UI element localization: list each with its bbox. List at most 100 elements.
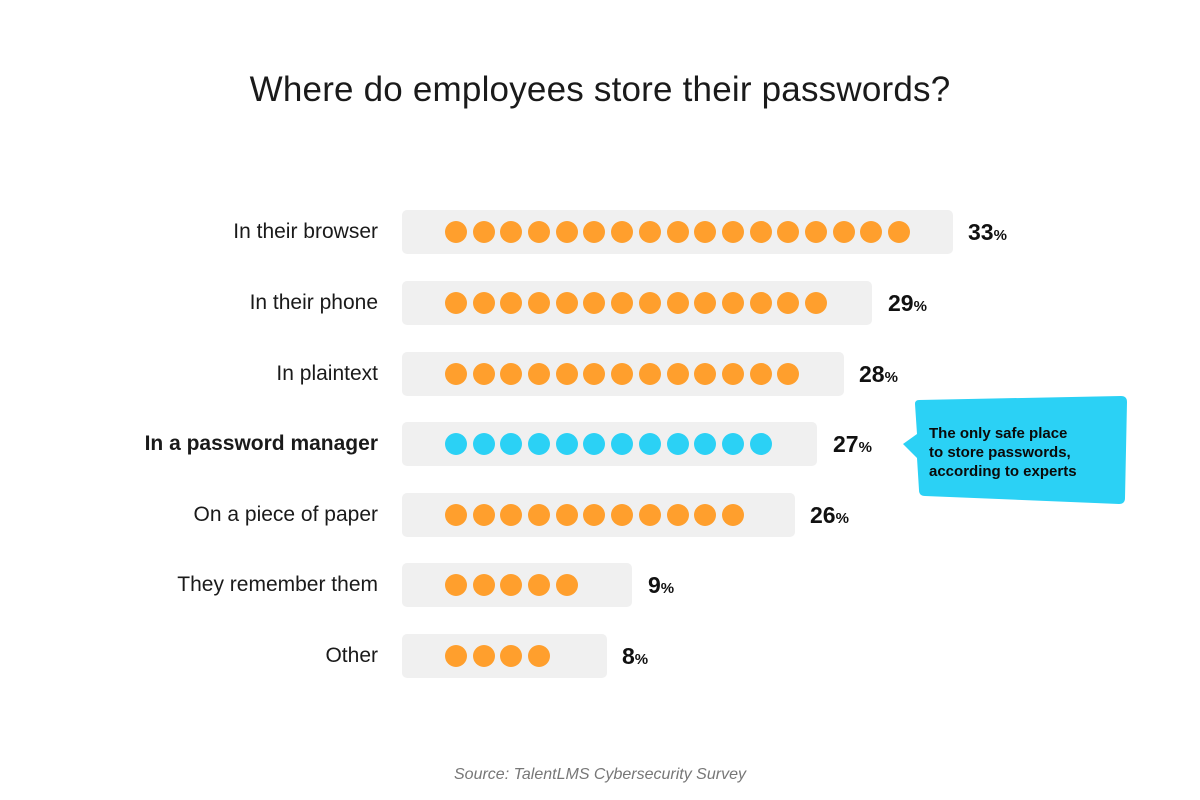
dot-marker: [666, 504, 689, 526]
percent-sign: %: [993, 227, 1007, 244]
value-label: 9%: [648, 563, 674, 611]
dot-marker: [721, 363, 744, 385]
chart-row: In their browser 33%: [0, 210, 1200, 254]
value-label: 33%: [968, 210, 1007, 258]
category-label: In their phone: [249, 291, 378, 314]
dot-marker: [749, 221, 772, 243]
value-number: 29: [888, 290, 914, 316]
value-number: 33: [968, 219, 994, 245]
dot-marker: [611, 433, 634, 455]
dot-marker: [445, 504, 467, 526]
dot-series: [445, 292, 827, 314]
dot-marker: [638, 221, 661, 243]
dot-marker: [611, 292, 634, 314]
category-label: In a password manager: [144, 432, 378, 455]
dot-marker: [472, 433, 495, 455]
dot-marker: [638, 504, 661, 526]
dot-marker: [804, 292, 827, 314]
source-note: Source: TalentLMS Cybersecurity Survey: [454, 766, 746, 783]
dot-series: [445, 363, 800, 385]
dot-marker: [445, 292, 467, 314]
dot-marker: [694, 433, 717, 455]
dot-marker: [611, 221, 634, 243]
percent-sign: %: [884, 369, 898, 386]
dot-marker: [472, 363, 495, 385]
dot-marker: [749, 433, 772, 455]
dot-marker: [445, 433, 467, 455]
value-label: 28%: [859, 352, 898, 400]
dot-marker: [694, 363, 717, 385]
dot-marker: [583, 504, 606, 526]
value-number: 27: [833, 431, 859, 457]
dot-marker: [528, 645, 551, 667]
dot-marker: [472, 221, 495, 243]
dot-marker: [721, 433, 744, 455]
percent-sign: %: [858, 439, 872, 456]
dot-marker: [777, 363, 800, 385]
chart-row: In their phone 29%: [0, 281, 1200, 325]
dot-marker: [666, 433, 689, 455]
chart-row: Other 8%: [0, 634, 1200, 678]
percent-sign: %: [634, 651, 649, 668]
chart-row: They remember them 9%: [0, 563, 1200, 607]
value-number: 26: [810, 502, 836, 528]
chart-title: Where do employees store their passwords…: [249, 70, 951, 109]
category-label: They remember them: [177, 573, 378, 596]
dot-marker: [638, 433, 661, 455]
callout-text: The only safe place to store passwords, …: [929, 425, 1077, 480]
dot-marker: [777, 292, 800, 314]
percent-sign: %: [660, 580, 675, 597]
dot-marker: [860, 221, 883, 243]
dot-marker: [777, 221, 800, 243]
value-label: 29%: [888, 281, 927, 329]
dot-marker: [749, 292, 772, 314]
dot-marker: [638, 363, 661, 385]
dot-marker: [749, 363, 772, 385]
dot-series: [445, 221, 910, 243]
dot-marker: [583, 221, 606, 243]
dot-marker: [611, 504, 634, 526]
dot-marker: [528, 433, 551, 455]
dot-marker: [472, 645, 495, 667]
dot-marker: [611, 363, 634, 385]
dot-marker: [500, 363, 523, 385]
category-label: On a piece of paper: [193, 503, 378, 526]
dot-marker: [694, 221, 717, 243]
annotation-callout: The only safe place to store passwords, …: [903, 396, 1127, 504]
dot-marker: [832, 221, 855, 243]
dot-marker: [528, 221, 551, 243]
dot-marker: [555, 574, 578, 596]
dot-marker: [445, 574, 467, 596]
value-label: 27%: [833, 422, 872, 470]
value-number: 28: [859, 361, 885, 387]
dot-marker: [472, 504, 495, 526]
dot-marker: [555, 433, 578, 455]
dot-marker: [445, 645, 467, 667]
dot-marker: [583, 363, 606, 385]
dot-marker: [472, 574, 495, 596]
chart-row: In plaintext 28%: [0, 352, 1200, 396]
bar-track: [402, 422, 817, 466]
dot-marker: [445, 363, 467, 385]
value-number: 8: [622, 643, 635, 669]
value-number: 9: [648, 572, 661, 598]
dot-marker: [500, 221, 523, 243]
dot-marker: [500, 504, 523, 526]
dot-marker: [666, 292, 689, 314]
dot-marker: [583, 292, 606, 314]
dot-series: [445, 645, 551, 667]
category-label: In their browser: [233, 220, 378, 243]
dot-marker: [528, 504, 551, 526]
percent-sign: %: [835, 510, 849, 527]
dot-marker: [804, 221, 827, 243]
dot-marker: [555, 504, 578, 526]
dot-marker: [500, 292, 523, 314]
speech-bubble-shape: [903, 396, 1127, 504]
dot-marker: [555, 363, 578, 385]
dot-marker: [500, 574, 523, 596]
category-label: In plaintext: [276, 362, 378, 385]
dot-marker: [721, 221, 744, 243]
dot-marker: [500, 433, 523, 455]
dot-marker: [445, 221, 467, 243]
dot-marker: [694, 292, 717, 314]
